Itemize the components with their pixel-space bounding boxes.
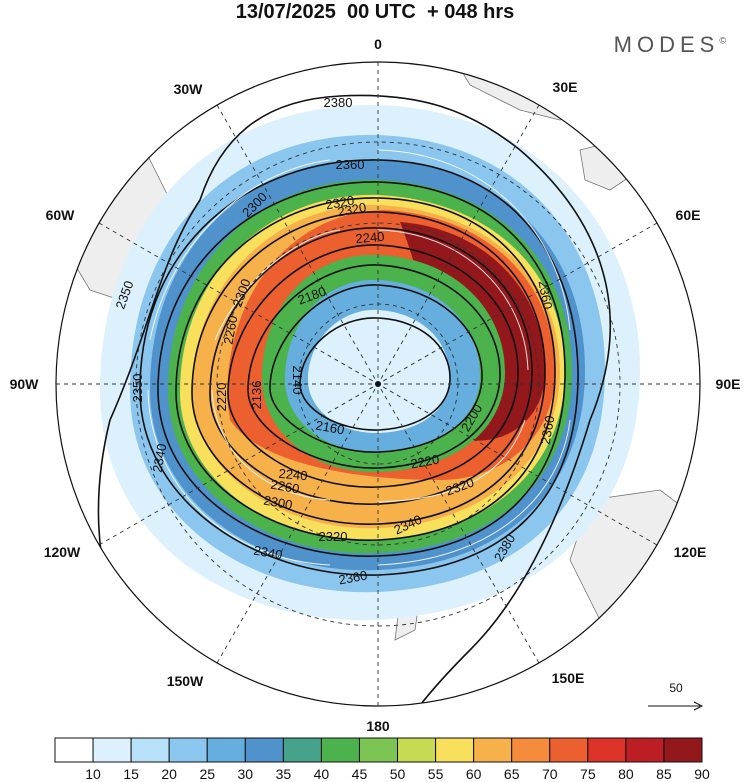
colorbar-tick-label: 30 [238,766,254,782]
contour-label: 2360 [336,157,365,172]
contour-2180 [247,264,501,469]
contour-label: 2320 [324,193,355,213]
contour-label: 2340 [150,442,170,473]
lon-label-0: 0 [374,36,382,52]
colorbar-tick-label: 90 [694,766,710,782]
colorbar-tick-label: 15 [123,766,139,782]
colorbar-boxes [54,737,703,763]
contour-2360-a [139,159,579,576]
colorbar-box [511,737,551,763]
colorbar-tick-label: 25 [199,766,215,782]
colorbar-box [168,737,208,763]
contour-label: 2300 [263,493,294,513]
colorbar-box [244,737,284,763]
contour-label: 2360 [536,279,556,310]
colorbar-tick-label: 45 [352,766,368,782]
reference-vector: 50 [648,681,704,711]
map-border [55,61,701,707]
lon-label-120w: 120W [44,544,81,560]
wind-vectors [147,149,571,566]
colorbar-tick-label: 50 [390,766,406,782]
colorbar-tick-label: 55 [428,766,444,782]
contour-labels: 2380236023602360232023002240218021402160… [113,95,558,587]
contour-label: 2260 [221,314,241,345]
colorbar-tick-label: 40 [314,766,330,782]
contour-label: 2350 [130,374,145,403]
contour-label: 2136 [249,381,264,410]
colorbar-ticks: 10 15 20 25 30 35 40 45 50 55 60 65 70 75 80 85 90 [85,766,710,782]
lon-label-30e: 30E [553,79,578,95]
lon-label-60w: 60W [46,207,76,223]
colorbar-tick-label: 80 [618,766,634,782]
contour-2380 [97,94,611,706]
lon-label-60e: 60E [676,207,701,223]
contour-label: 2320 [319,529,348,544]
shade-core [308,309,450,434]
colorbar-box [92,737,132,763]
colorbar-box [549,737,589,763]
contour-label: 2260 [270,477,301,497]
contour-label: 2220 [214,383,229,412]
longitude-labels: 0 30E 60E 90E 120E 150E 180 150W 120W 90… [10,36,741,734]
lon-label-150w: 150W [167,673,204,689]
page-title: 13/07/2025 00 UTC + 048 hrs [235,1,515,23]
contour-label: 2240 [278,466,308,483]
contour-label: 2360 [337,568,368,588]
contour-label: 2360 [538,414,558,445]
lon-label-150e: 150E [552,670,585,686]
colorbar-box [587,737,627,763]
colorbar-box [625,737,665,763]
lon-label-180: 180 [366,718,390,734]
contour-label: 2220 [409,452,440,472]
contour-label: 2240 [355,229,385,246]
colorbar-tick-label: 60 [466,766,482,782]
contour-2320 [175,197,556,541]
colorbar-box [397,737,437,763]
brand-logo: MODES© [614,32,726,58]
colorbar-box [320,737,360,763]
colorbar-box [282,737,322,763]
brand-name: MODES [613,32,720,57]
colorbar-box [54,737,94,763]
reference-vector-label: 50 [669,681,683,695]
contour-label: 2320 [336,200,367,220]
colorbar-box [663,737,703,763]
lon-label-30w: 30W [174,81,204,97]
lon-label-90w: 90W [10,376,40,392]
contour-label: 2140 [290,366,305,395]
colorbar-box [473,737,513,763]
colorbar-tick-label: 20 [161,766,177,782]
contour-2160 [269,284,483,453]
pole-marker [375,381,381,387]
colorbar-tick-label: 75 [580,766,596,782]
colorbar-box [358,737,399,763]
colorbar-tick-label: 10 [85,766,101,782]
colorbar-tick-label: 65 [504,766,520,782]
colorbar-tick-label: 85 [656,766,672,782]
colorbar-box [130,737,170,763]
contour-label: 2340 [253,543,284,563]
lon-label-90e: 90E [716,376,741,392]
wind-shading [100,104,640,621]
colorbar-box [435,737,475,763]
lon-label-120e: 120E [674,544,707,560]
colorbar-tick-label: 35 [276,766,292,782]
brand-mark: © [719,35,726,46]
contour-label: 2380 [324,95,353,110]
contour-label: 2160 [315,418,346,438]
contour-2300 [191,211,546,525]
colorbar-box [206,737,246,763]
colorbar-tick-label: 70 [542,766,558,782]
